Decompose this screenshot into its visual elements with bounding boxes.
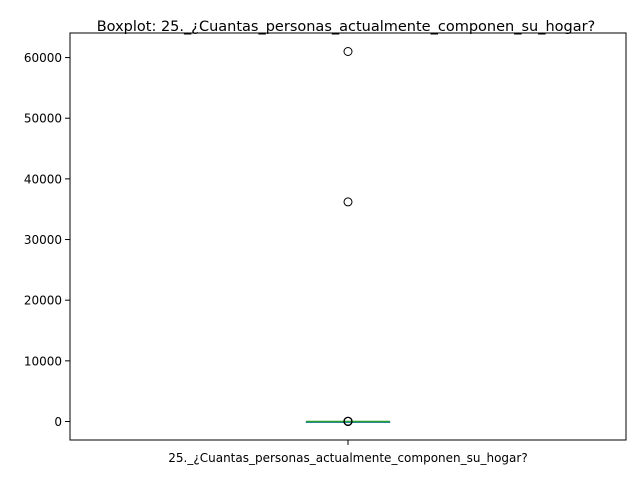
box-series: [305, 47, 391, 426]
y-tick-label: 60000: [24, 51, 62, 65]
x-tick-label: 25._¿Cuantas_personas_actualmente_compon…: [168, 451, 527, 465]
y-tick-label: 10000: [24, 354, 62, 368]
y-tick-label: 40000: [24, 172, 62, 186]
outlier-point: [343, 47, 353, 56]
x-axis: 25._¿Cuantas_personas_actualmente_compon…: [168, 440, 528, 465]
chart-title: Boxplot: 25._¿Cuantas_personas_actualmen…: [97, 19, 596, 35]
box-group: [305, 47, 391, 426]
axes-frame: [69, 32, 627, 441]
outlier-point: [343, 416, 353, 426]
y-tick-label: 20000: [24, 294, 62, 308]
outlier-point: [343, 197, 353, 207]
y-tick-label: 0: [54, 415, 62, 429]
y-tick-label: 50000: [24, 112, 62, 126]
y-axis: 0 10000 20000 30000 40000 50000 60000: [24, 51, 70, 429]
y-tick-label: 30000: [24, 233, 62, 247]
